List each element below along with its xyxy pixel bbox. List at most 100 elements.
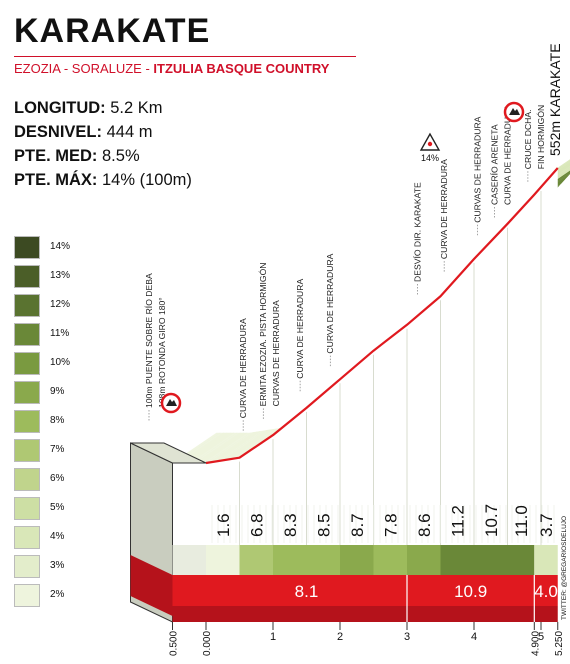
legend-label: 12% [50,299,71,310]
x-tick-label: 0.000 [202,631,213,656]
stat-key: LONGITUD: [14,99,106,117]
segment-gradient-label: 8.3 [281,513,300,537]
annotation-label: CRUCE DCHA. [523,110,533,170]
gradient-segment [172,545,206,575]
legend-label: 11% [50,328,70,339]
gradient-segment [407,545,441,575]
annotation-label: CURVA DE HERRADURA [439,159,449,259]
legend-swatch [14,265,40,288]
profile-front-face [172,168,558,622]
legend-label: 10% [50,357,71,368]
legend-label: 13% [50,270,71,281]
summit-label: 552m KARAKATE [547,43,563,156]
max-gradient-label: 14% [421,153,439,163]
credit-label: TWITTER: @GREGARIOSDELUJO [561,516,568,620]
mountain-glyph [166,399,177,406]
stat-elevation-gain: DESNIVEL: 444 m [14,120,192,144]
stat-key: PTE. MÁX: [14,171,98,189]
x-tick-label: 1 [270,631,276,643]
stats-block: LONGITUD: 5.2 Km DESNIVEL: 444 m PTE. ME… [14,96,192,192]
gradient-segment [306,545,340,575]
gradient-segment [239,545,273,575]
segment-gradient-label: 10.7 [482,504,501,537]
segment-gradient-label: 11.2 [448,505,467,537]
legend-swatch [14,352,40,375]
stat-avg-gradient: PTE. MED: 8.5% [14,144,192,168]
stat-key: PTE. MED: [14,147,98,165]
left-top-face [130,442,207,464]
x-tick-label: 5 [538,631,544,643]
legend-label: 5% [50,502,65,513]
annotation-label: CASERÍO ARENETA [489,124,499,205]
annotation-label: ERMITA EZOZIA. PISTA HORMIGÓN [258,262,268,406]
gradient-segment [206,545,240,575]
stat-value: 8.5% [97,147,140,165]
gradient-segment [373,545,407,575]
legend-swatch [14,584,40,607]
legend-label: 4% [50,531,65,542]
title-rule [14,56,356,57]
segment-gradient-label: 11.0 [512,505,531,537]
annotations: 100m PUENTE SOBRE RÍO DEBA 108m ROTONDA G… [144,101,546,433]
segment-gradient-label: 7.8 [381,513,400,537]
legend-label: 6% [50,473,65,484]
x-tick-label: 3 [404,631,410,643]
legend-label: 3% [50,560,65,571]
legend-label: 8% [50,415,65,426]
annotation-label: CURVAS DE HERRADURA [473,116,483,222]
legend-swatch [14,497,40,520]
segment-gradient-label: 6.8 [247,513,266,537]
legend-swatch [14,410,40,433]
segment-gradient-label: 3.7 [537,513,556,537]
gradient-segment [507,545,535,575]
segment-gradient-label: 8.6 [415,513,434,537]
red-base-shadow [172,606,558,622]
x-tick-label: 0.500 [169,631,180,656]
legend-swatch [14,555,40,578]
legend-label: 7% [50,444,65,455]
legend-swatch [14,323,40,346]
summary-gradient-label: 10.9 [454,582,487,601]
legend-swatch [14,439,40,462]
annotation-label: CURVA DE HERRADURA [295,279,305,379]
summary-gradients: 8.1 10.9 4.0 [295,575,558,622]
mountain-glyph [509,108,520,115]
page-title: KARAKATE [14,12,211,50]
annotation-label: 108m ROTONDA GIRO 180° [157,297,167,408]
annotation-label: 100m PUENTE SOBRE RÍO DEBA [144,273,154,408]
segment-gradient-label: 1.6 [214,513,233,537]
annotation-label: DESVÍO DIR. KARAKATE [412,182,422,282]
red-base-band [172,575,558,606]
gradient-band [172,545,558,575]
subtitle-route: EZOZIA - SORALUZE - [14,61,154,76]
stat-key: DESNIVEL: [14,123,103,141]
stat-value: 5.2 Km [105,99,163,117]
x-tick-label: 4 [471,631,477,643]
legend-label: 14% [50,241,71,252]
summary-gradient-label: 4.0 [534,582,558,601]
x-tick-label: 4.900 [530,631,541,656]
segment-labels: 1.6 6.8 8.3 8.5 8.7 7.8 8.6 11.2 10.7 11.0 3.7 [214,504,556,537]
legend-swatch [14,236,40,259]
stat-length: LONGITUD: 5.2 Km [14,96,192,120]
gradient-segment [534,545,558,575]
subtitle-event: ITZULIA BASQUE COUNTRY [153,61,330,76]
legend-label: 2% [50,589,65,600]
segment-gradient-label: 8.5 [314,513,333,537]
legend-label: 9% [50,386,65,397]
gradient-segment [474,545,508,575]
legend-swatch [14,381,40,404]
stat-max-gradient: PTE. MÁX: 14% (100m) [14,168,192,192]
legend-swatch [14,294,40,317]
annotation-label: FIN HORMIGÓN [536,105,546,169]
warning-dot [427,141,433,147]
km-gridlines [211,190,555,606]
x-tick-label: 2 [337,631,343,643]
segment-gradient-label: 8.7 [348,513,367,537]
annotation-label: CURVA DE HERRADURA [325,253,335,353]
page-subtitle: EZOZIA - SORALUZE - ITZULIA BASQUE COUNT… [14,61,329,76]
stat-value: 14% (100m) [97,171,192,189]
legend-swatch [14,526,40,549]
